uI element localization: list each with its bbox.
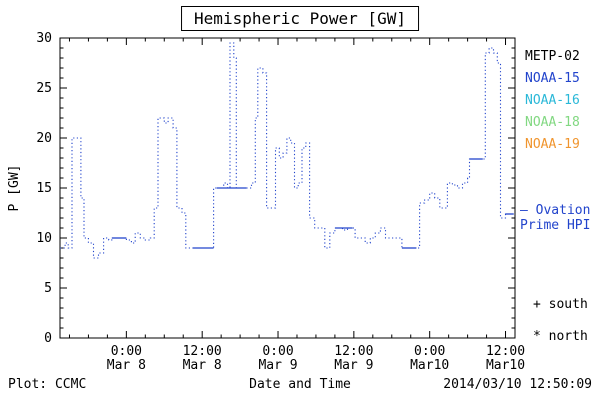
ovation-prime-label: — Ovation Prime HPI <box>520 203 590 233</box>
legend-item-noaa-18: NOAA-18 <box>525 115 580 130</box>
x-tick-label-time: 12:00 <box>486 344 525 359</box>
y-tick-label: 30 <box>36 31 52 46</box>
satellite-legend: METP-02 NOAA-15 NOAA-16 NOAA-18 NOAA-19 <box>525 46 580 156</box>
plot-frame <box>59 37 516 339</box>
y-tick-label: 0 <box>44 331 52 346</box>
plot-timestamp: 2014/03/10 12:50:09 <box>443 377 592 392</box>
legend-item-noaa-19: NOAA-19 <box>525 137 580 152</box>
legend-item-noaa-15: NOAA-15 <box>525 71 580 86</box>
y-tick-label: 25 <box>36 81 52 96</box>
south-label: south <box>548 297 588 312</box>
x-tick-label-time: 0:00 <box>414 344 445 359</box>
x-axis-title: Date and Time <box>249 377 351 392</box>
x-tick-label-date: Mar 8 <box>107 358 146 373</box>
hpi-step-line <box>60 42 514 259</box>
legend-item-noaa-16: NOAA-16 <box>525 93 580 108</box>
hpi-series <box>60 42 514 259</box>
x-tick-label-date: Mar10 <box>410 358 449 373</box>
asterisk-symbol: * <box>533 329 541 344</box>
y-axis-title: P [GW] <box>7 165 22 212</box>
x-tick-label-date: Mar 9 <box>258 358 297 373</box>
south-marker-key: + south <box>533 297 588 312</box>
y-tick-label: 15 <box>36 181 52 196</box>
y-tick-label: 10 <box>36 231 52 246</box>
x-tick-label-date: Mar 9 <box>334 358 373 373</box>
legend-item-metp-02: METP-02 <box>525 49 580 64</box>
north-label: north <box>548 329 588 344</box>
ovation-label-line2: Prime HPI <box>520 218 591 233</box>
x-tick-label-time: 12:00 <box>334 344 373 359</box>
ovation-label-line1: Ovation <box>535 203 591 218</box>
ovation-line-sample: — <box>520 203 528 218</box>
x-tick-label-date: Mar 8 <box>183 358 222 373</box>
plot-source: Plot: CCMC <box>8 377 87 392</box>
x-tick-label-time: 12:00 <box>183 344 222 359</box>
y-tick-label: 5 <box>44 281 52 296</box>
page-title: Hemispheric Power [GW] <box>181 6 419 31</box>
y-tick-label: 20 <box>36 131 52 146</box>
x-tick-label-time: 0:00 <box>111 344 142 359</box>
plus-symbol: + <box>533 297 541 312</box>
x-tick-label-time: 0:00 <box>262 344 293 359</box>
north-marker-key: * north <box>533 329 588 344</box>
x-tick-label-date: Mar10 <box>486 358 525 373</box>
